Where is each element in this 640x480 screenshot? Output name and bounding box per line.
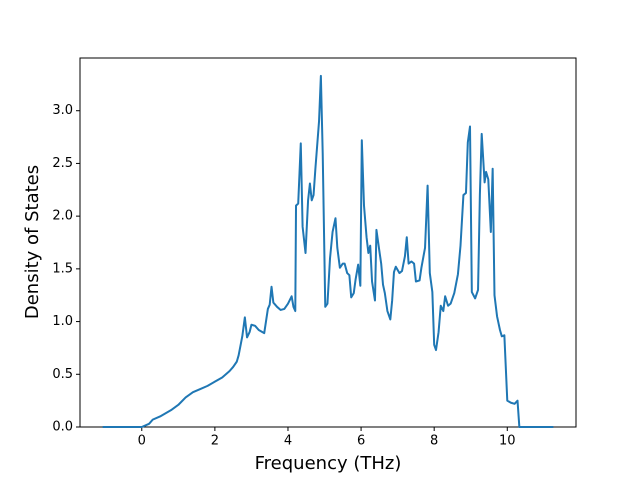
y-axis-label: Density of States — [22, 165, 43, 319]
plot-frame — [79, 57, 577, 428]
x-tick-label: 4 — [284, 434, 292, 449]
x-tick-label: 6 — [357, 434, 365, 449]
x-tick-label: 10 — [499, 434, 516, 449]
x-tick-label: 0 — [138, 434, 146, 449]
y-tick-label: 0.0 — [52, 420, 73, 435]
y-tick-label: 1.0 — [52, 314, 73, 329]
x-axis-label: Frequency (THz) — [255, 453, 402, 474]
y-tick-label: 2.5 — [52, 156, 73, 171]
y-tick-label: 0.5 — [52, 367, 73, 382]
line-series — [102, 74, 554, 428]
y-tick-label: 3.0 — [52, 103, 73, 118]
y-tick-label: 2.0 — [52, 209, 73, 224]
x-tick-label: 8 — [430, 434, 438, 449]
x-tick-label: 2 — [211, 434, 219, 449]
y-tick-label: 1.5 — [52, 261, 73, 276]
